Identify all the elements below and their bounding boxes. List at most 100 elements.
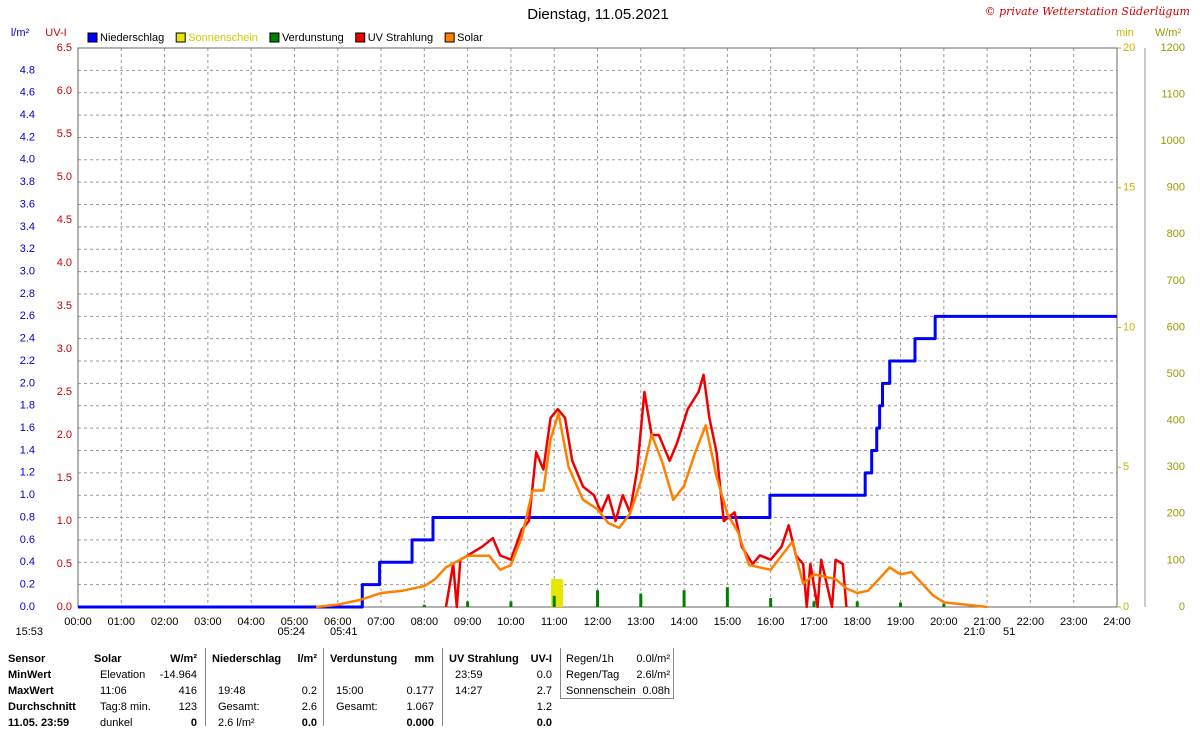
- x-tick-label: 01:00: [108, 616, 136, 628]
- y-tick-label: 4.2: [20, 131, 35, 143]
- x-tick-label: 04:00: [237, 616, 265, 628]
- spike: [942, 603, 946, 607]
- y-tick-label: 3.0: [57, 343, 72, 355]
- x-tick-label: 20:00: [930, 616, 958, 628]
- y-tick-label: 1.0: [20, 489, 35, 501]
- x-tick-label: 18:00: [843, 616, 871, 628]
- table-cell: Niederschlag: [212, 653, 282, 665]
- step-line: [78, 314, 1117, 609]
- legend-label: Solar: [457, 32, 483, 44]
- y-tick-label: 1.6: [20, 422, 35, 434]
- table-cell: -14.964: [159, 669, 197, 681]
- chart-title: Dienstag, 11.05.2021: [527, 6, 669, 23]
- table-cell: Gesamt:: [336, 701, 378, 713]
- y-tick-label: 4.5: [57, 214, 72, 226]
- y-tick-label: 0.5: [57, 558, 72, 570]
- table-cell: Verdunstung: [330, 653, 398, 665]
- table-cell: 2.7: [536, 685, 552, 697]
- y-tick-label: 5: [1123, 461, 1129, 473]
- table-cell: 1.067: [406, 701, 434, 713]
- y-tick-label: 100: [1167, 554, 1185, 566]
- y-tick-label: 5.0: [57, 171, 72, 183]
- y-tick-label: 6.5: [57, 42, 72, 54]
- table-cell: MaxWert: [8, 685, 54, 697]
- y-tick-label: 1.8: [20, 400, 35, 412]
- legend-swatch: [175, 32, 186, 43]
- separator: [323, 648, 324, 726]
- table-cell: 0.0: [536, 717, 552, 729]
- y-tick-label: 20: [1123, 42, 1135, 54]
- y-tick-label: 4.8: [20, 64, 35, 76]
- table-cell: 23:59: [455, 669, 483, 681]
- y-tick-label: 0: [1179, 601, 1185, 613]
- spike: [812, 601, 816, 607]
- table-cell: 0.177: [406, 685, 434, 697]
- spike: [596, 590, 599, 607]
- x-tick-label: 07:00: [367, 616, 395, 628]
- x-tick-label: 21:00: [973, 616, 1001, 628]
- annotation: 21:0: [964, 626, 985, 638]
- axis-title: UV-I: [45, 27, 66, 39]
- legend-swatch: [355, 32, 366, 43]
- table-cell: Tag:8 min.: [100, 701, 151, 713]
- y-tick-label: 0.4: [20, 556, 35, 568]
- x-tick-label: 11:00: [541, 616, 568, 628]
- y-tick-label: 4.0: [20, 154, 35, 166]
- y-tick-label: 3.6: [20, 198, 35, 210]
- x-tick-label: 24:00: [1103, 616, 1131, 628]
- y-tick-label: 2.5: [57, 386, 72, 398]
- y-tick-label: 3.4: [20, 221, 35, 233]
- table-cell: Gesamt:: [218, 701, 260, 713]
- x-tick-label: 08:00: [411, 616, 439, 628]
- table-cell: mm: [414, 653, 434, 665]
- spike: [899, 602, 903, 607]
- spike: [422, 604, 426, 607]
- legend-label: Sonnenschein: [188, 32, 258, 44]
- table-cell: l/m²: [297, 653, 317, 665]
- table-cell: 0.2: [301, 685, 317, 697]
- y-tick-label: 0: [1123, 601, 1129, 613]
- y-tick-label: 1.0: [57, 515, 72, 527]
- y-tick-label: 6.0: [57, 85, 72, 97]
- table-cell: Sensor: [8, 653, 46, 665]
- table-cell: UV Strahlung: [449, 653, 519, 665]
- y-tick-label: 200: [1167, 508, 1185, 520]
- x-tick-label: 02:00: [151, 616, 179, 628]
- table-cell: 416: [178, 685, 197, 697]
- annotation: 51: [1003, 626, 1015, 638]
- axis-title: l/m²: [11, 27, 30, 39]
- y-tick-label: 3.0: [20, 266, 35, 278]
- table-cell: UV-I: [530, 653, 552, 665]
- y-tick-label: 2.8: [20, 288, 35, 300]
- legend-swatch: [87, 32, 98, 43]
- y-tick-label: 2.4: [20, 333, 35, 345]
- y-tick-label: 800: [1167, 228, 1185, 240]
- y-tick-label: 1.5: [57, 472, 72, 484]
- y-tick-label: 400: [1167, 415, 1185, 427]
- y-tick-label: 0.6: [20, 534, 35, 546]
- x-tick-label: 03:00: [194, 616, 222, 628]
- table-cell: 2.6l/m²: [636, 669, 670, 681]
- spike: [769, 598, 773, 607]
- table-cell: 123: [178, 701, 197, 713]
- spike: [466, 601, 470, 607]
- x-tick-label: 05:00: [281, 616, 309, 628]
- x-tick-label: 13:00: [627, 616, 655, 628]
- y-tick-label: 2.2: [20, 355, 35, 367]
- x-tick-label: 23:00: [1060, 616, 1088, 628]
- spike: [552, 595, 556, 607]
- y-tick-label: 5.5: [57, 128, 72, 140]
- chart: Dienstag, 11.05.2021 © private Wettersta…: [11, 5, 1190, 638]
- y-tick-label: 0.2: [20, 579, 35, 591]
- x-tick-label: 06:00: [324, 616, 352, 628]
- table-cell: Regen/1h: [566, 653, 614, 665]
- table-cell: 0: [190, 717, 197, 729]
- table-cell: Durchschnitt: [8, 701, 76, 713]
- table-cell: 0.0: [536, 669, 552, 681]
- x-tick-label: 14:00: [670, 616, 698, 628]
- table-cell: 15:00: [336, 685, 364, 697]
- table-cell: Solar: [94, 653, 122, 665]
- y-tick-label: 3.5: [57, 300, 72, 312]
- spike: [639, 593, 643, 607]
